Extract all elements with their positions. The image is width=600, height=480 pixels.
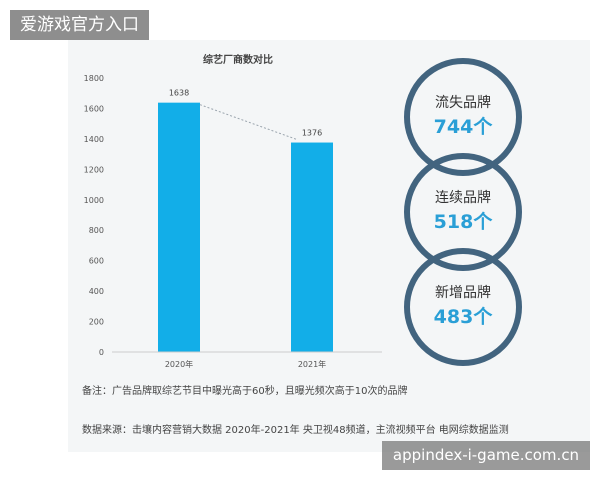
y-tick-label: 1400 [84, 135, 104, 144]
stat-ring-new: 新增品牌 483个 [404, 248, 522, 366]
chart-title: 综艺厂商数对比 [203, 53, 273, 66]
y-axis: 0 200 400 600 800 1000 1200 1400 1600 1800 [84, 74, 104, 357]
stat-label: 流失品牌 [435, 95, 491, 111]
stat-ring-continuing: 连续品牌 518个 [404, 153, 522, 271]
data-label: 1638 [169, 89, 189, 98]
ring-outline [404, 248, 522, 366]
data-source: 数据来源：击壤内容营销大数据 2020年-2021年 央卫视48频道，主流视频平… [82, 425, 509, 436]
data-label: 1376 [302, 129, 322, 138]
y-tick-label: 400 [89, 287, 104, 296]
stat-value: 483个 [433, 306, 493, 328]
stat-value: 518个 [433, 211, 493, 233]
y-tick-label: 800 [89, 226, 104, 235]
x-axis: 2020年 2021年 [112, 351, 382, 369]
y-tick-label: 1600 [84, 104, 104, 113]
y-tick-label: 600 [89, 257, 104, 266]
stat-label: 新增品牌 [435, 285, 491, 301]
stat-label: 连续品牌 [435, 190, 491, 206]
trend-line [199, 104, 298, 141]
y-tick-label: 0 [99, 348, 104, 357]
watermark: appindex-i-game.com.cn [382, 441, 590, 470]
chart-note: 备注：广告品牌取综艺节目中曝光高于60秒，且曝光频次高于10次的品牌 [82, 386, 408, 397]
bar [291, 142, 333, 352]
y-tick-label: 200 [89, 318, 104, 327]
y-tick-label: 1200 [84, 165, 104, 174]
stat-value: 744个 [433, 116, 493, 138]
bar [158, 102, 200, 352]
y-tick-label: 1000 [84, 196, 104, 205]
x-tick-label: 2020年 [165, 359, 193, 369]
bars: 1638 1376 [158, 89, 333, 352]
header-badge: 爱游戏官方入口 [10, 10, 149, 40]
x-tick-label: 2021年 [298, 359, 326, 369]
y-tick-label: 1800 [84, 74, 104, 83]
